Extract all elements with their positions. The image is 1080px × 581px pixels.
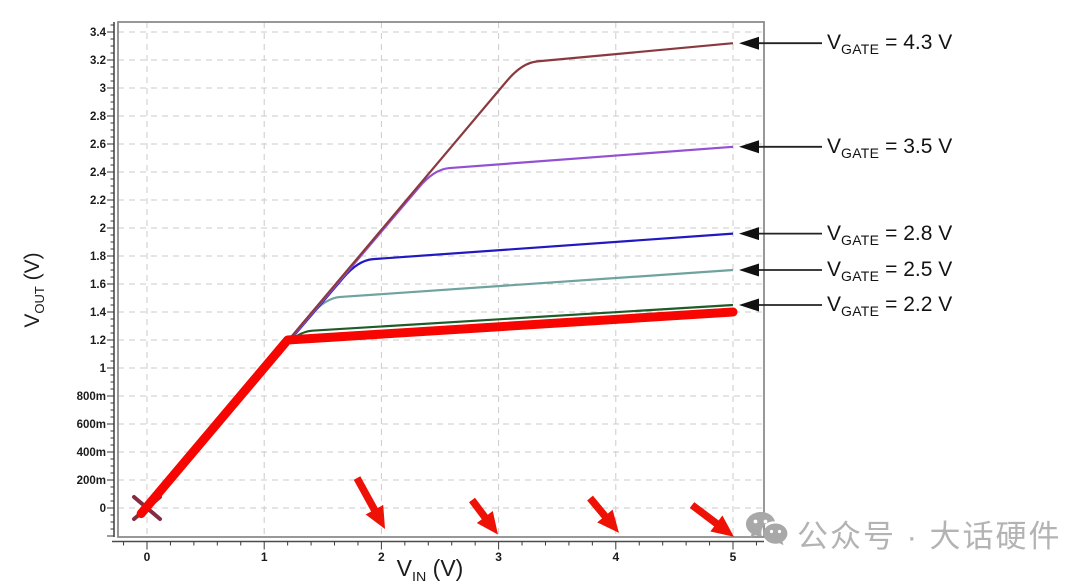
watermark-text: 公众号 · 大话硬件: [797, 518, 1062, 554]
red-arrow: [689, 502, 734, 537]
y-tick-label: 800m: [77, 391, 106, 403]
y-axis-title: VOUT (V): [21, 252, 48, 328]
label-arrow: [739, 227, 822, 241]
watermark: 公众号 · 大话硬件: [744, 510, 1062, 556]
curve-vgate-2.5: [146, 268, 734, 509]
plot-frame: [117, 21, 765, 538]
y-tick-label: 400m: [77, 447, 106, 459]
y-tick-label: 2: [100, 223, 106, 235]
x-tick-label: 4: [612, 550, 619, 564]
gate-label-2.8: VGATE = 2.8 V: [827, 221, 953, 248]
y-tick-label: 2.4: [90, 167, 107, 179]
y-tick-label: 2.6: [90, 139, 106, 151]
label-arrow: [739, 140, 822, 154]
y-tick-label: 0: [100, 503, 106, 515]
gate-label-3.5: VGATE = 3.5 V: [827, 134, 953, 161]
x-tick-label: 5: [730, 550, 737, 564]
x-tick-label: 2: [378, 550, 385, 564]
y-tick-label: 200m: [77, 475, 106, 487]
y-tick-label: 1.8: [90, 251, 107, 263]
gate-label-4.3: VGATE = 4.3 V: [827, 31, 953, 58]
y-tick-label: 1.6: [90, 279, 106, 291]
curve-vgate-3.5: [146, 145, 734, 509]
x-tick-label: 0: [144, 550, 151, 564]
label-arrow: [739, 298, 822, 312]
red-arrow: [468, 497, 499, 535]
label-arrow: [739, 36, 822, 50]
x-tick-label: 1: [261, 550, 268, 564]
y-axis: 3.4 3.2 3 2.8 2.6 2.4 2.2 2 1.8 1.6 1.4 1.2 1 800m 600…: [77, 22, 115, 537]
gate-label-2.2: VGATE = 2.2 V: [827, 293, 953, 320]
y-tick-label: 1.4: [90, 307, 107, 319]
label-arrow: [739, 263, 822, 277]
y-tick-label: 2.8: [90, 111, 107, 123]
y-tick-label: 1.2: [90, 335, 106, 347]
curve-vgate-2.8: [146, 232, 734, 509]
red-arrow: [587, 495, 619, 533]
red-arrow: [353, 476, 386, 529]
y-tick-label: 1: [100, 363, 107, 375]
curve-vgate-4.3: [146, 42, 734, 509]
gate-label-2.5: VGATE = 2.5 V: [827, 258, 953, 285]
wechat-icon: [744, 510, 790, 556]
x-tick-label: 3: [495, 550, 502, 564]
y-tick-label: 600m: [77, 419, 106, 431]
x-axis-title: VIN (V): [396, 555, 464, 581]
x-axis: 0 1 2 3 4 5: [112, 540, 764, 564]
y-tick-label: 3.2: [90, 55, 106, 67]
y-tick-label: 3.4: [90, 27, 107, 39]
gridlines: [118, 22, 764, 537]
y-tick-label: 2.2: [90, 195, 106, 207]
y-tick-label: 3: [100, 83, 106, 95]
red-annotation-line: [136, 307, 738, 519]
